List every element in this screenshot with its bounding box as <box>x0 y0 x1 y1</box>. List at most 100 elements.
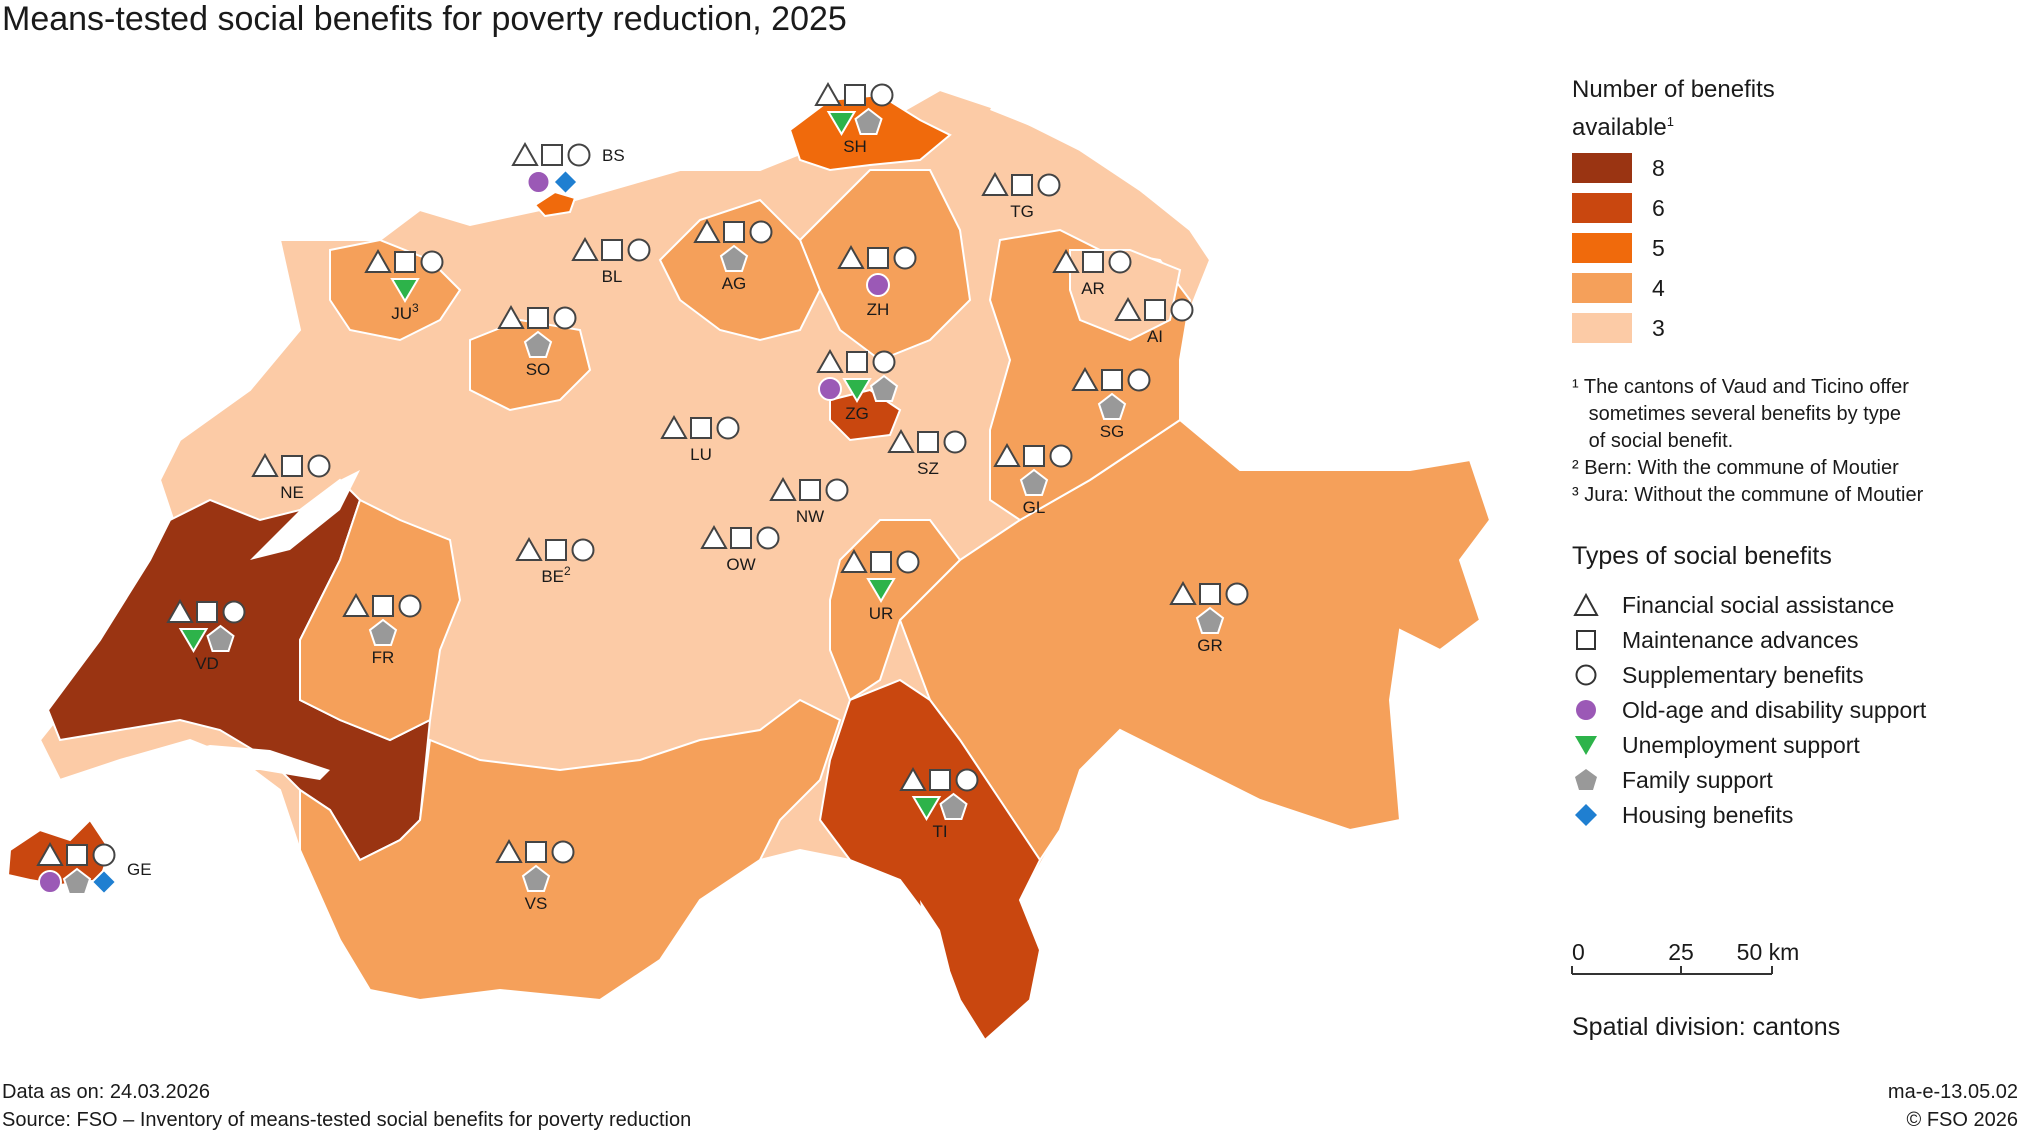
canton-label: NE <box>280 483 304 502</box>
types-heading: Types of social benefits <box>1572 542 1832 570</box>
legend-class-4: 4 <box>1572 272 1665 304</box>
scale-tick-label: 50 km <box>1737 940 1800 965</box>
circle-outline-icon <box>872 350 896 374</box>
lake-maggiore <box>920 900 950 1000</box>
green-triangle-icon <box>178 628 209 653</box>
canton-label: SO <box>526 360 551 379</box>
type-label: Unemployment support <box>1622 731 1860 758</box>
legend-class-label: 4 <box>1652 274 1665 301</box>
legend-swatch <box>1572 233 1632 263</box>
canton-label-sup: 3 <box>412 301 419 315</box>
square-outline-icon <box>281 455 303 477</box>
canton-marker-ai: AI <box>1114 296 1194 346</box>
triangle-outline-icon <box>364 248 392 273</box>
canton-marker-ar: AR <box>1052 248 1132 298</box>
circle-outline-icon <box>92 843 116 867</box>
blue-diamond-icon <box>552 168 579 196</box>
square-outline-icon <box>541 144 563 166</box>
square-outline-icon <box>1144 299 1166 321</box>
triangle-outline-icon <box>1573 592 1599 616</box>
canton-label-sup: 2 <box>564 564 571 578</box>
footnote-line: ³ Jura: Without the commune of Moutier <box>1572 484 1924 506</box>
green-triangle-icon <box>911 796 942 821</box>
square-outline-icon <box>1576 630 1596 650</box>
legend-swatch <box>1572 193 1632 223</box>
green-triangle-icon <box>842 378 872 403</box>
canton-marker-zg: ZG <box>816 348 899 423</box>
legend-heading-line2: available <box>1572 114 1667 141</box>
square-outline-icon <box>799 479 821 501</box>
canton-label: ZH <box>867 300 890 319</box>
blue-diamond-icon <box>1575 804 1597 826</box>
triangle-outline-icon <box>887 428 915 453</box>
map-title: Means-tested social benefits for poverty… <box>2 0 847 38</box>
canton-marker-lu: LU <box>660 414 740 464</box>
triangle-outline-icon <box>837 244 865 269</box>
blue-diamond-icon <box>90 868 118 896</box>
square-outline-icon <box>723 221 745 243</box>
circle-outline-icon <box>1037 173 1061 197</box>
circle-outline-icon <box>943 430 967 454</box>
square-outline-icon <box>929 769 951 791</box>
triangle-outline-icon <box>515 536 543 561</box>
type-old-age-disability: Old-age and disability support <box>1572 694 1926 726</box>
canton-marker-sg: SG <box>1071 366 1151 441</box>
type-maintenance-advances: Maintenance advances <box>1572 624 1859 656</box>
canton-marker-so: SO <box>497 304 577 379</box>
lake-neuchatel <box>250 470 360 560</box>
triangle-outline-icon <box>899 766 927 791</box>
canton-marker-bl: BL <box>571 236 651 286</box>
canton-marker-ur: UR <box>840 548 920 623</box>
footer-left: Data as on: 24.03.2026 Source: FSO – Inv… <box>2 1078 691 1134</box>
copyright: © FSO 2026 <box>1906 1109 2018 1131</box>
canton-label: SG <box>1100 422 1125 441</box>
purple-circle-icon <box>526 170 551 194</box>
square-outline-icon <box>525 841 547 863</box>
legend-swatch <box>1572 273 1632 303</box>
grey-pentagon-icon <box>1575 769 1597 790</box>
type-label: Old-age and disability support <box>1622 696 1927 723</box>
type-supplementary-benefits: Supplementary benefits <box>1572 659 1864 691</box>
scale-tick-label: 25 <box>1668 940 1694 965</box>
triangle-outline-icon <box>511 141 539 166</box>
canton-marker-vd: VD <box>166 598 246 673</box>
legend-heading-line1: Number of benefits <box>1572 76 1775 103</box>
square-outline-icon <box>1199 583 1221 605</box>
legend-class-8: 8 <box>1572 152 1665 184</box>
triangle-outline-icon <box>840 548 868 573</box>
footnote-line: of social benefit. <box>1572 430 1734 452</box>
legend-class-label: 8 <box>1652 154 1665 181</box>
circle-outline-icon <box>420 250 444 274</box>
square-outline-icon <box>846 351 868 373</box>
canton-marker-nw: NW <box>769 476 849 526</box>
lake-constance <box>990 90 1160 190</box>
scale-bar: 0 25 50 km <box>1571 940 1800 975</box>
square-outline-icon <box>867 247 889 269</box>
square-outline-icon <box>870 551 892 573</box>
circle-outline-icon <box>756 526 780 550</box>
region-bs <box>533 190 577 218</box>
circle-outline-icon <box>955 768 979 792</box>
circle-outline-icon <box>1225 582 1249 606</box>
grey-pentagon-icon <box>521 864 551 892</box>
square-outline-icon <box>1023 445 1045 467</box>
spatial-division: Spatial division: cantons <box>1572 1013 1841 1041</box>
grey-pentagon-icon <box>206 624 235 652</box>
map-code: ma-e-13.05.02 <box>1887 1081 2018 1103</box>
canton-label: AI <box>1147 327 1163 346</box>
grey-pentagon-icon <box>719 244 749 272</box>
square-outline-icon <box>1011 174 1033 196</box>
triangle-outline-icon <box>497 304 525 329</box>
footer-right: ma-e-13.05.02 © FSO 2026 <box>1888 1078 2018 1134</box>
triangle-outline-icon <box>700 524 728 549</box>
triangle-outline-icon <box>993 442 1021 467</box>
green-triangle-icon <box>1575 736 1597 755</box>
triangle-outline-icon <box>1114 296 1142 321</box>
canton-marker-ti: TI <box>899 766 979 841</box>
square-outline-icon <box>545 539 567 561</box>
grey-pentagon-icon <box>1195 606 1225 634</box>
legend-heading-sup: 1 <box>1666 114 1674 129</box>
region-gr <box>898 418 1492 862</box>
triangle-outline-icon <box>342 592 370 617</box>
